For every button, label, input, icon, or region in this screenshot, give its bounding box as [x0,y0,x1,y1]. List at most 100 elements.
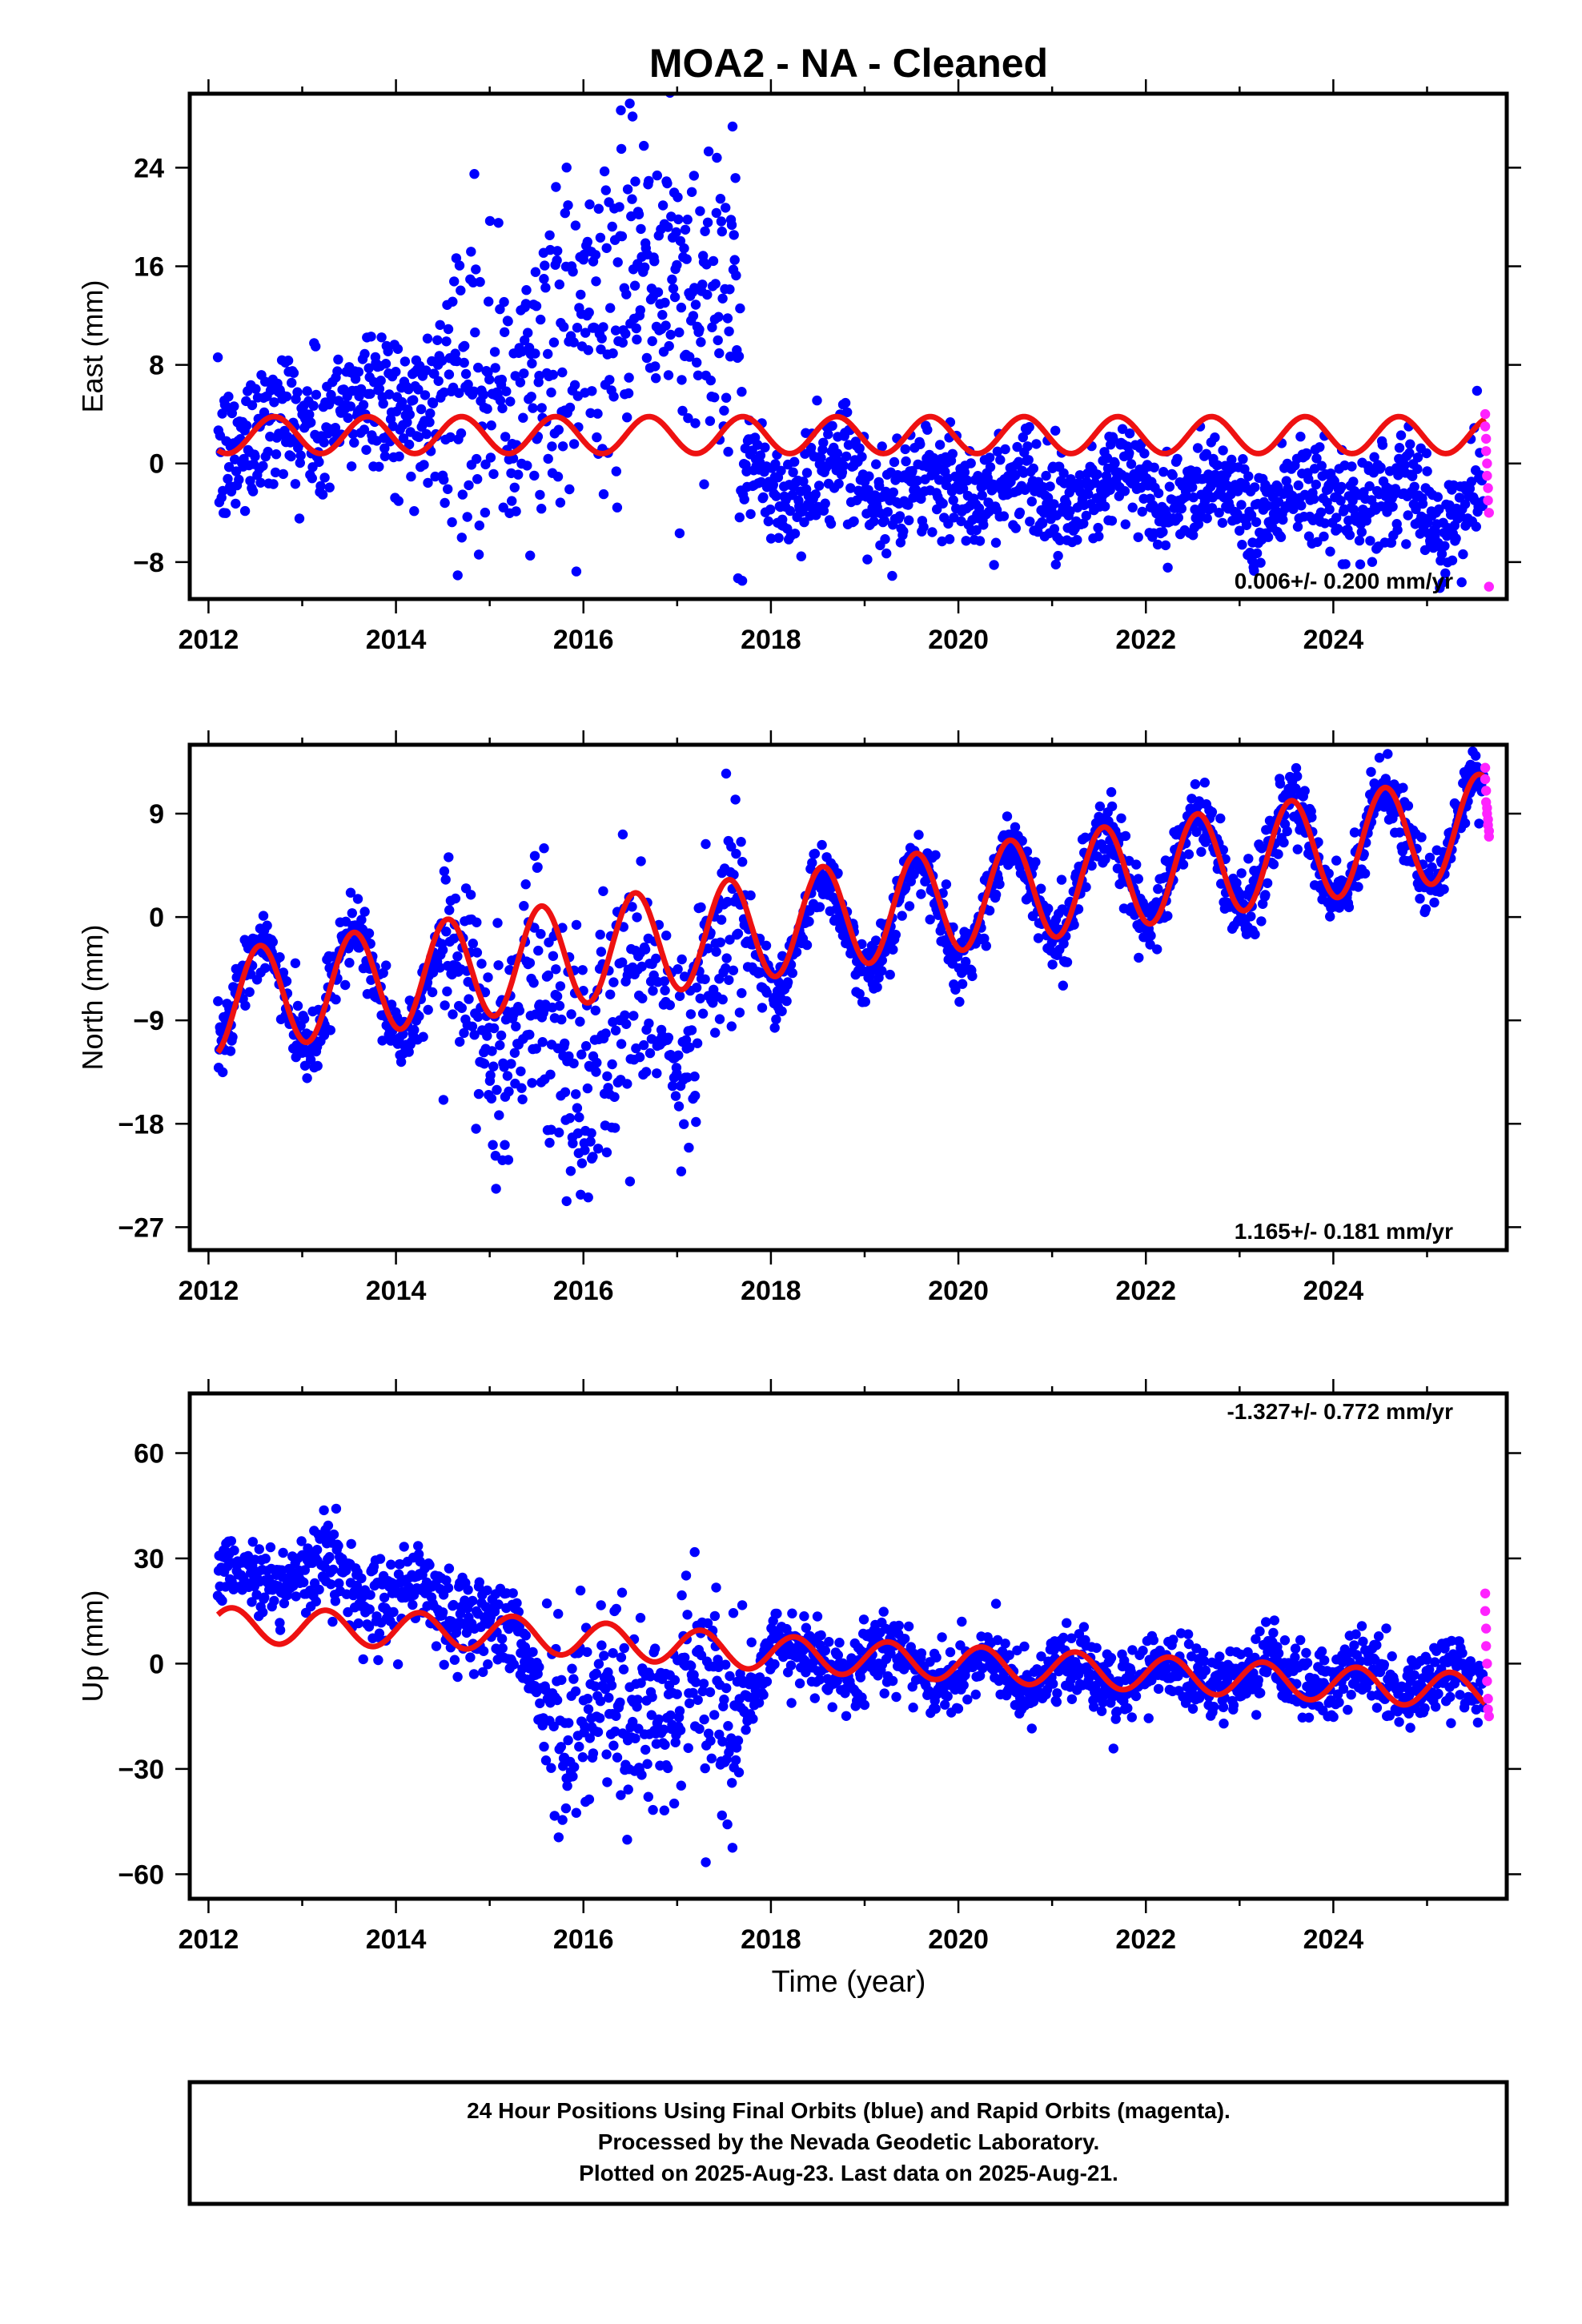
final-orbit-point [468,1595,478,1606]
final-orbit-point [1251,548,1263,559]
final-orbit-point [396,1056,407,1068]
final-orbit-point [1250,929,1260,940]
final-orbit-point [431,1641,442,1651]
final-orbit-point [1124,428,1135,439]
final-orbit-point [761,1676,773,1687]
final-orbit-point [349,437,359,448]
final-orbit-point [601,1749,612,1759]
final-orbit-point [529,923,540,933]
final-orbit-point [668,283,679,294]
final-orbit-point [1134,952,1144,963]
final-orbit-point [435,963,445,973]
final-orbit-point [1172,453,1182,464]
final-orbit-point [697,279,708,290]
final-orbit-point [1058,939,1069,949]
final-orbit-point [500,1140,510,1150]
final-orbit-point [622,184,633,195]
final-orbit-point [717,293,728,304]
final-orbit-point [1086,860,1097,871]
final-orbit-point [606,82,616,92]
final-orbit-point [992,446,1003,456]
final-orbit-point [624,1176,636,1187]
final-orbit-point [731,270,741,281]
final-orbit-point [452,1671,463,1683]
final-orbit-point [755,450,766,460]
final-orbit-point [452,951,463,962]
final-orbit-point [652,1068,662,1079]
final-orbit-point [568,439,580,449]
final-orbit-point [1173,513,1184,523]
final-orbit-point [674,528,685,539]
north-frame [187,742,1509,1252]
final-orbit-point [259,1592,270,1602]
final-orbit-point [470,327,480,338]
final-orbit-point [841,1711,852,1721]
final-orbit-point [1066,1633,1077,1643]
final-orbit-point [1093,522,1103,533]
final-orbit-point [995,455,1006,465]
final-orbit-point [414,1011,424,1022]
final-orbit-point [609,1092,620,1103]
final-orbit-point [711,207,721,219]
final-orbit-point [556,1675,567,1685]
east-final-orbit-points [212,82,1488,593]
final-orbit-point [311,341,321,352]
final-orbit-point [640,262,650,272]
final-orbit-point [1405,439,1415,449]
final-orbit-point [705,416,716,426]
final-orbit-point [328,1529,339,1540]
final-orbit-point [537,1720,548,1731]
final-orbit-point [1153,488,1164,499]
final-orbit-point [723,446,733,457]
final-orbit-point [616,1652,627,1663]
final-orbit-point [596,947,607,957]
final-orbit-point [796,551,806,561]
final-orbit-point [1246,510,1257,521]
final-orbit-point [801,939,813,951]
final-orbit-point [657,200,669,211]
final-orbit-point [409,506,420,517]
final-orbit-point [695,206,705,216]
final-orbit-point [692,357,702,368]
final-orbit-point [1192,443,1203,453]
final-orbit-point [1319,531,1329,542]
final-orbit-point [805,442,817,453]
final-orbit-point [366,332,376,342]
final-orbit-point [647,336,657,347]
final-orbit-point [725,935,735,945]
final-orbit-point [425,408,436,419]
final-orbit-point [240,1000,251,1011]
final-orbit-point [475,276,485,287]
final-orbit-point [726,219,737,231]
final-orbit-point [773,977,784,987]
final-orbit-point [1466,476,1477,487]
final-orbit-point [580,1145,590,1156]
final-orbit-point [509,482,520,493]
final-orbit-point [474,1577,484,1587]
final-orbit-point [859,1699,870,1711]
final-orbit-point [961,956,971,967]
final-orbit-point [1471,521,1482,532]
final-orbit-point [404,439,415,450]
final-orbit-point [346,1538,356,1550]
final-orbit-point [672,259,682,271]
final-orbit-point [1000,1638,1010,1649]
final-orbit-point [769,1659,780,1670]
final-orbit-point [786,1698,797,1708]
final-orbit-point [825,518,837,529]
final-orbit-point [632,1695,643,1705]
final-orbit-point [1250,482,1260,493]
final-orbit-point [758,492,769,503]
final-orbit-point [456,533,467,543]
final-orbit-point [708,255,719,267]
final-orbit-point [1014,456,1024,467]
final-orbit-point [1176,503,1187,514]
final-orbit-point [472,917,482,928]
final-orbit-point [801,468,813,478]
final-orbit-point [610,325,621,336]
final-orbit-point [635,305,645,316]
final-orbit-point [546,1124,556,1135]
final-orbit-point [651,953,661,964]
final-orbit-point [471,1124,481,1134]
final-orbit-point [685,1042,695,1053]
